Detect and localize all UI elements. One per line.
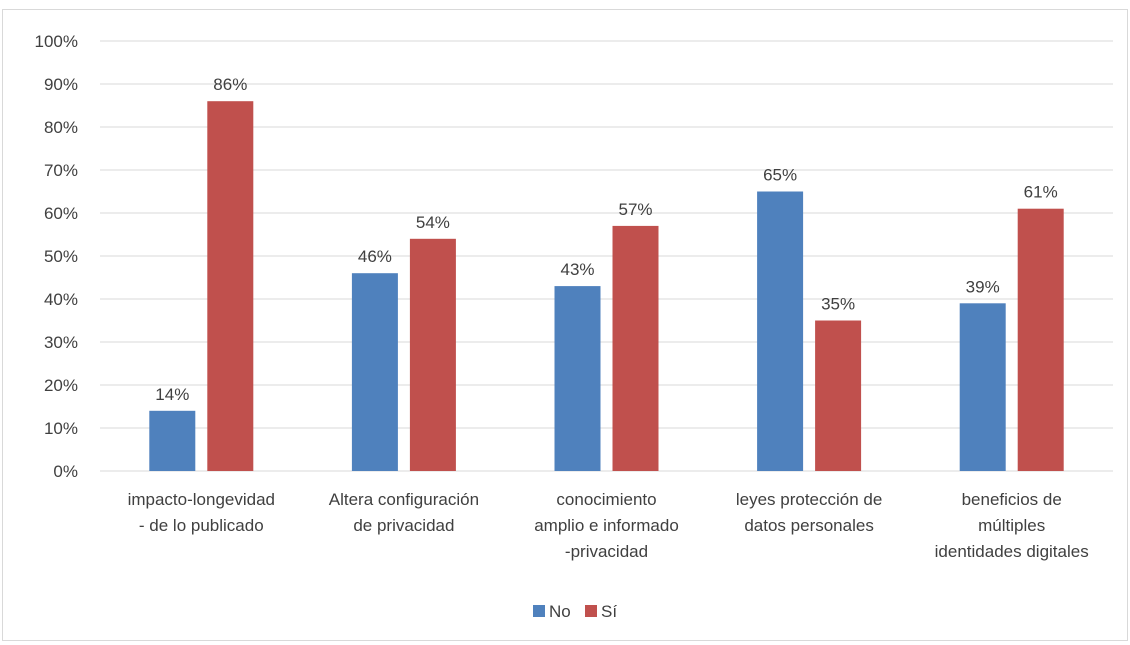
bar-no-2 (554, 286, 601, 471)
gridlines (100, 40, 1113, 472)
bars (149, 101, 1064, 471)
category-label: beneficios de múltiples identidades digita… (935, 490, 1089, 561)
data-label: 43% (560, 260, 594, 279)
y-tick-label: 60% (44, 204, 78, 223)
data-label: 57% (618, 200, 652, 219)
data-labels: 14% 46% 43% 65% 39% 86% 54% 57% 35% 61% (155, 75, 1057, 404)
data-label: 14% (155, 385, 189, 404)
bar-no-1 (351, 273, 398, 471)
category-label: Altera configuración de privacidad (329, 490, 479, 535)
bar-s-2 (612, 225, 659, 471)
category-label: impacto-longevidad - de lo publicado (128, 490, 275, 535)
y-tick-label: 10% (44, 419, 78, 438)
category-label: conocimiento amplio e informado -privacida… (534, 490, 679, 561)
legend-label: No (549, 602, 571, 621)
data-label: 39% (966, 277, 1000, 296)
data-label: 86% (213, 75, 247, 94)
y-tick-label: 70% (44, 161, 78, 180)
data-label: 65% (763, 166, 797, 185)
y-tick-label: 90% (44, 75, 78, 94)
bar-s-4 (1017, 208, 1064, 471)
y-tick-label: 40% (44, 290, 78, 309)
data-label: 61% (1024, 183, 1058, 202)
bar-s-0 (207, 101, 254, 471)
y-tick-label: 0% (53, 462, 78, 481)
category-label: leyes protección de datos personales (736, 490, 882, 535)
bar-s-3 (815, 320, 862, 471)
bar-no-4 (959, 303, 1006, 471)
legend-label: Sí (601, 602, 617, 621)
data-label: 35% (821, 295, 855, 314)
y-tick-label: 100% (35, 32, 78, 51)
category-labels: impacto-longevidad - de lo publicado Alter… (128, 490, 1089, 561)
legend: No Sí (533, 602, 617, 621)
data-label: 46% (358, 247, 392, 266)
legend-swatch (585, 605, 597, 617)
bar-no-3 (757, 191, 804, 471)
y-tick-label: 50% (44, 247, 78, 266)
legend-swatch (533, 605, 545, 617)
bar-s-1 (409, 238, 456, 471)
y-axis-ticks: 0% 10% 20% 30% 40% 50% 60% 70% 80% 90% 100% (35, 32, 78, 481)
bar-no-0 (149, 410, 196, 471)
data-label: 54% (416, 213, 450, 232)
y-tick-label: 80% (44, 118, 78, 137)
y-tick-label: 20% (44, 376, 78, 395)
y-tick-label: 30% (44, 333, 78, 352)
